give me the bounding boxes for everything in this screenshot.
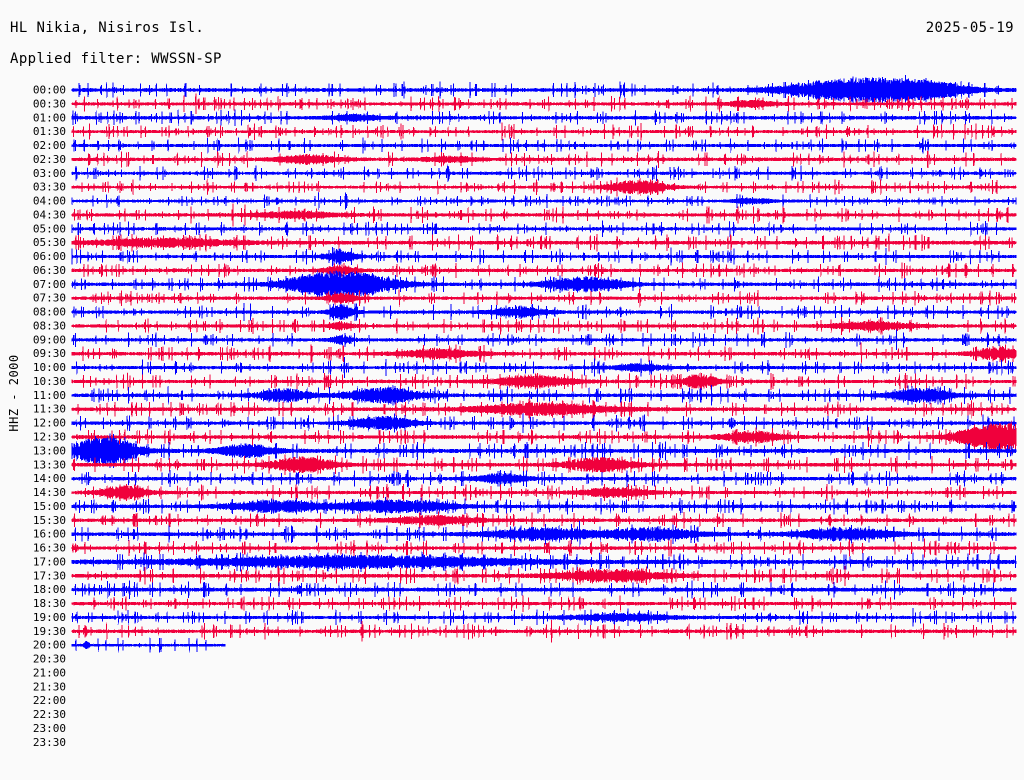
trace-line [71, 469, 1017, 488]
time-tick-label: 00:00 [33, 84, 66, 97]
time-tick-label: 01:00 [33, 111, 66, 124]
time-axis-labels: 00:0000:3001:0001:3002:0002:3003:0003:30… [33, 84, 66, 749]
trace-line [71, 510, 1017, 530]
time-tick-label: 19:30 [33, 625, 66, 638]
time-tick-label: 20:00 [33, 639, 66, 652]
time-tick-label: 08:30 [33, 319, 66, 332]
trace-line [71, 269, 1017, 299]
time-tick-label: 13:30 [33, 458, 66, 471]
time-tick-label: 15:00 [33, 500, 66, 513]
applied-filter-label: Applied filter: WWSSN-SP [10, 51, 222, 67]
time-tick-label: 23:00 [33, 722, 66, 735]
time-tick-label: 11:00 [33, 389, 66, 402]
time-tick-label: 07:30 [33, 292, 66, 305]
time-tick-label: 12:00 [33, 417, 66, 430]
time-tick-label: 21:00 [33, 666, 66, 679]
time-tick-label: 01:30 [33, 125, 66, 138]
trace-line [71, 413, 1017, 433]
time-tick-label: 16:30 [33, 542, 66, 555]
record-date: 2025-05-19 [925, 20, 1014, 36]
time-tick-label: 21:30 [33, 680, 66, 693]
time-tick-label: 17:00 [33, 555, 66, 568]
trace-line [71, 246, 1017, 267]
time-tick-label: 06:30 [33, 264, 66, 277]
time-tick-label: 22:00 [33, 694, 66, 707]
time-tick-label: 00:30 [33, 97, 66, 110]
trace-line [71, 74, 1017, 106]
time-tick-label: 09:00 [33, 333, 66, 346]
trace-line [71, 342, 1017, 366]
time-tick-label: 05:30 [33, 236, 66, 249]
trace-line [71, 122, 1017, 141]
time-tick-label: 11:30 [33, 403, 66, 416]
seismic-traces [71, 74, 1017, 653]
trace-line [71, 220, 1017, 238]
trace-line [71, 595, 1017, 612]
trace-line [71, 397, 1017, 421]
trace-line [71, 433, 1017, 469]
time-tick-label: 03:00 [33, 167, 66, 180]
trace-line [71, 288, 1017, 308]
trace-line [71, 357, 1017, 379]
trace-line [71, 520, 1017, 548]
time-tick-label: 20:30 [33, 653, 66, 666]
trace-line [71, 150, 1017, 169]
trace-line [71, 580, 1017, 600]
trace-line [71, 497, 1017, 516]
trace-line [71, 262, 1017, 279]
trace-line [71, 420, 1017, 454]
time-tick-label: 12:30 [33, 431, 66, 444]
trace-line [71, 637, 226, 653]
time-tick-label: 05:00 [33, 222, 66, 235]
time-tick-label: 04:00 [33, 195, 66, 208]
trace-line [71, 177, 1017, 197]
trace-line [71, 109, 1017, 127]
trace-line [71, 93, 1017, 115]
trace-line [71, 454, 1017, 475]
trace-line [71, 565, 1017, 587]
time-tick-label: 02:30 [33, 153, 66, 166]
trace-line [71, 385, 1017, 406]
trace-line [71, 164, 1017, 183]
time-tick-label: 18:00 [33, 583, 66, 596]
time-tick-label: 17:30 [33, 569, 66, 582]
time-tick-label: 18:30 [33, 597, 66, 610]
time-tick-label: 13:00 [33, 444, 66, 457]
time-tick-label: 09:30 [33, 347, 66, 360]
trace-line [71, 316, 1017, 335]
page-title: HL Nikia, Nisiros Isl. [10, 20, 205, 36]
trace-line [71, 371, 1017, 392]
time-tick-label: 07:00 [33, 278, 66, 291]
time-tick-label: 03:30 [33, 181, 66, 194]
trace-line [71, 233, 1017, 252]
time-tick-label: 19:00 [33, 611, 66, 624]
time-tick-label: 15:30 [33, 514, 66, 527]
time-tick-label: 14:30 [33, 486, 66, 499]
time-tick-label: 22:30 [33, 708, 66, 721]
time-tick-label: 08:00 [33, 306, 66, 319]
trace-line [71, 551, 1017, 573]
time-tick-label: 14:00 [33, 472, 66, 485]
time-tick-label: 16:00 [33, 528, 66, 541]
trace-line [71, 137, 1017, 154]
time-tick-label: 06:00 [33, 250, 66, 263]
trace-line [71, 483, 1017, 502]
time-tick-label: 04:30 [33, 208, 66, 221]
trace-line [71, 538, 1017, 558]
trace-line [71, 608, 1017, 627]
trace-line [71, 192, 1017, 210]
trace-line [71, 203, 1017, 227]
trace-line [71, 303, 1017, 322]
time-tick-label: 10:30 [33, 375, 66, 388]
time-tick-label: 10:00 [33, 361, 66, 374]
time-tick-label: 23:30 [33, 736, 66, 749]
trace-line [71, 619, 1017, 643]
time-tick-label: 02:00 [33, 139, 66, 152]
trace-line [71, 329, 1017, 351]
